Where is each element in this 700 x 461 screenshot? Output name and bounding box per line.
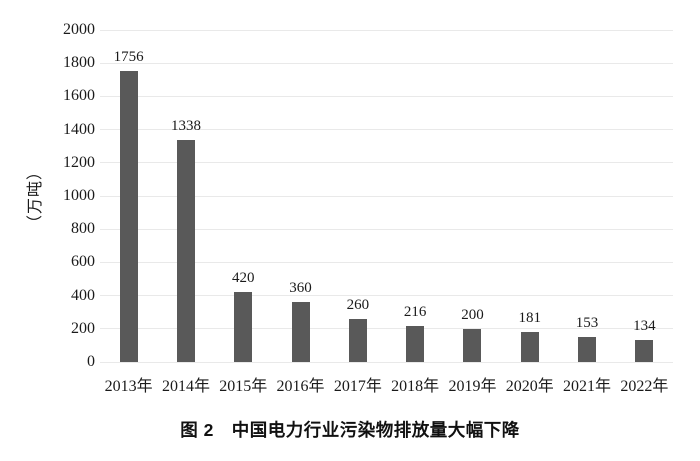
y-tick-label-400: 400	[71, 286, 95, 304]
value-label-2019年: 200	[461, 306, 484, 323]
gridline-2000	[100, 29, 673, 31]
value-label-2021年: 153	[575, 314, 599, 331]
y-tick-label-1800: 1800	[63, 54, 95, 72]
x-tick-label-2018年: 2018年	[391, 378, 440, 395]
x-tick-label-2016年: 2016年	[276, 378, 325, 395]
x-tick-label-2019年: 2019年	[448, 378, 497, 395]
gridline-1400	[100, 129, 673, 131]
y-tick-label-1200: 1200	[63, 153, 95, 171]
y-tick-label-800: 800	[71, 220, 95, 238]
value-label-2017年: 260	[346, 296, 370, 313]
bar-2015年	[234, 292, 253, 362]
x-tick-label-2015年: 2015年	[219, 378, 268, 395]
x-tick-label-2022年: 2022年	[620, 378, 669, 395]
y-tick-label-2000: 2000	[63, 21, 95, 38]
gridline-1200	[100, 162, 673, 164]
bar-2016年	[291, 302, 310, 362]
x-tick-label-2017年: 2017年	[333, 378, 382, 395]
value-label-2014年: 1338	[170, 117, 201, 134]
value-label-2020年: 181	[518, 309, 542, 326]
bar-2021年	[578, 336, 597, 362]
y-tick-label-200: 200	[71, 319, 95, 337]
value-label-2018年: 216	[403, 304, 427, 321]
bar-2018年	[406, 326, 425, 362]
bar-2020年	[520, 331, 539, 362]
value-label-2022年: 134	[633, 317, 656, 334]
y-tick-label-1000: 1000	[63, 187, 95, 204]
gridline-1000	[100, 195, 673, 197]
x-tick-label-2020年: 2020年	[505, 378, 554, 395]
x-tick-label-2013年: 2013年	[104, 378, 153, 395]
gridline-200	[100, 328, 673, 330]
gridline-0	[100, 361, 673, 363]
bar-2013年	[119, 70, 138, 362]
y-tick-label-1600: 1600	[63, 87, 95, 105]
bar-2017年	[348, 318, 367, 362]
gridline-600	[100, 261, 673, 263]
value-label-2016年: 360	[289, 280, 312, 297]
bar-2014年	[176, 139, 195, 362]
value-label-2013年: 1756	[113, 48, 144, 65]
gridline-1800	[100, 62, 673, 64]
value-label-2015年: 420	[232, 270, 255, 287]
gridline-800	[100, 228, 673, 230]
x-tick-label-2021年: 2021年	[563, 378, 612, 395]
figure-caption: 图 2 中国电力行业污染物排放量大幅下降	[180, 420, 520, 440]
gridline-400	[100, 295, 673, 297]
bar-2019年	[463, 328, 482, 362]
y-tick-label-1400: 1400	[63, 120, 95, 138]
y-tick-label-600: 600	[71, 253, 95, 271]
gridline-1600	[100, 95, 673, 97]
x-tick-label-2014年: 2014年	[161, 378, 210, 395]
bar-2022年	[635, 339, 654, 362]
chart-plot-area	[100, 29, 673, 363]
y-tick-label-0: 0	[87, 353, 95, 370]
